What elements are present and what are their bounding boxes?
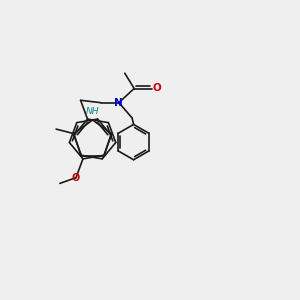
Text: O: O [152, 82, 161, 93]
Text: O: O [71, 172, 79, 183]
Text: NH: NH [86, 106, 99, 116]
Text: N: N [115, 98, 123, 108]
